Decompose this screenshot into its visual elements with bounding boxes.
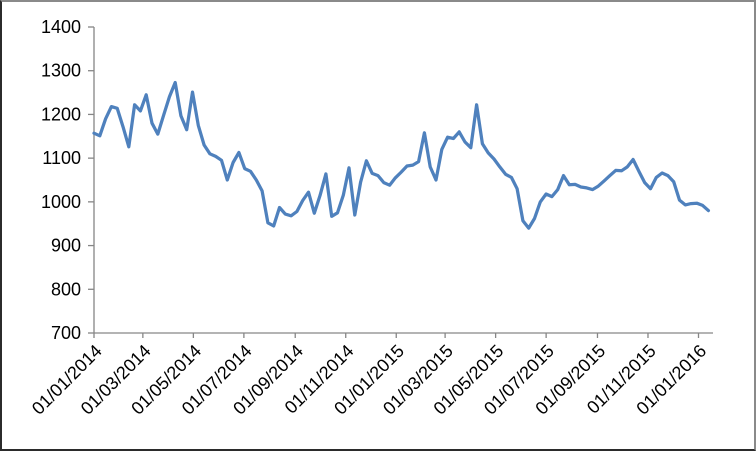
y-tick-label: 800 bbox=[51, 279, 81, 299]
y-tick-label: 1100 bbox=[42, 148, 81, 168]
x-axis: 01/01/201401/03/201401/05/201401/07/2014… bbox=[28, 332, 713, 419]
data-series bbox=[92, 80, 711, 230]
y-tick-label: 1200 bbox=[41, 104, 81, 124]
y-tick-label: 1400 bbox=[41, 17, 81, 37]
y-tick-label: 700 bbox=[51, 323, 81, 343]
y-axis: 1400 1300 1200 1100 1000 900 800 700 bbox=[41, 17, 95, 343]
y-tick-label: 900 bbox=[51, 236, 81, 256]
series-line bbox=[92, 80, 711, 230]
y-tick-label: 1300 bbox=[41, 61, 81, 81]
y-tick-label: 1000 bbox=[41, 192, 81, 212]
